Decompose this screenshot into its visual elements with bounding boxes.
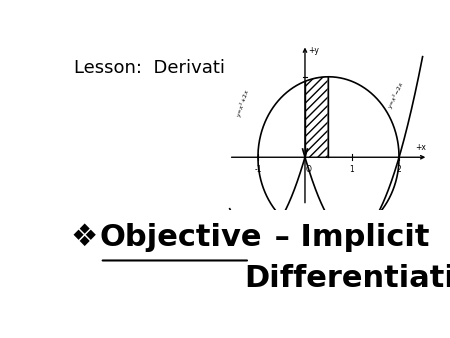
- Text: – Implicit: – Implicit: [264, 223, 429, 252]
- Text: ❖: ❖: [70, 223, 98, 252]
- Text: $y\!=\!x^2\!-\!2x$: $y\!=\!x^2\!-\!2x$: [386, 79, 408, 111]
- Text: $y\!=\!x^2\!+\!2x$: $y\!=\!x^2\!+\!2x$: [234, 87, 253, 119]
- Text: Differentiation: Differentiation: [244, 264, 450, 293]
- Text: Lesson:  Derivative Techniques - 4: Lesson: Derivative Techniques - 4: [74, 59, 382, 77]
- Text: 1: 1: [350, 165, 355, 174]
- Text: -1: -1: [254, 165, 262, 174]
- Text: +y: +y: [308, 46, 319, 55]
- Text: 2: 2: [397, 165, 401, 174]
- Text: O: O: [306, 165, 311, 174]
- Text: +x: +x: [415, 143, 426, 152]
- Text: Objective: Objective: [100, 223, 262, 252]
